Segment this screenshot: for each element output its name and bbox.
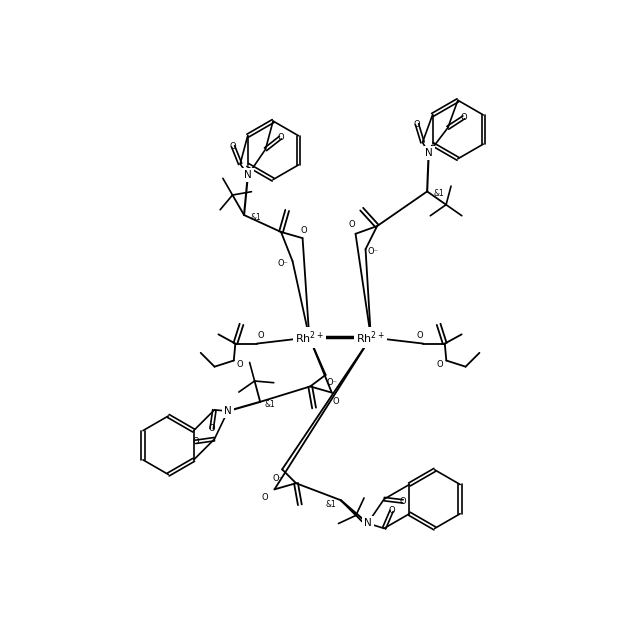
Text: O: O xyxy=(332,397,339,406)
Text: O: O xyxy=(209,424,215,433)
Text: O: O xyxy=(193,437,199,446)
Text: N: N xyxy=(425,148,433,158)
Text: O: O xyxy=(262,493,269,502)
Text: N: N xyxy=(224,406,232,416)
Text: &1: &1 xyxy=(265,401,276,410)
Text: O: O xyxy=(348,220,355,229)
Text: &1: &1 xyxy=(325,500,336,509)
Text: O⁻: O⁻ xyxy=(368,247,379,256)
Text: O⁻: O⁻ xyxy=(273,474,284,483)
Text: O: O xyxy=(416,331,422,340)
Text: O: O xyxy=(437,360,444,369)
Text: Rh$^{2+}$: Rh$^{2+}$ xyxy=(356,329,385,346)
Text: &1: &1 xyxy=(251,213,261,222)
Text: O: O xyxy=(301,226,307,235)
Text: O: O xyxy=(277,133,284,142)
Text: N: N xyxy=(244,170,252,180)
Text: O: O xyxy=(258,331,264,340)
Text: O: O xyxy=(388,507,395,516)
Text: Rh$^{2+}$: Rh$^{2+}$ xyxy=(356,329,385,346)
Text: Rh$^{2+}$: Rh$^{2+}$ xyxy=(295,329,324,346)
Text: N: N xyxy=(364,518,372,529)
Text: O: O xyxy=(230,142,236,151)
Text: O: O xyxy=(460,113,467,122)
Text: O: O xyxy=(413,120,421,129)
Text: Rh$^{2+}$: Rh$^{2+}$ xyxy=(295,329,324,346)
Text: O: O xyxy=(400,497,406,506)
Text: O⁻: O⁻ xyxy=(327,378,337,387)
Text: O⁻: O⁻ xyxy=(278,259,289,268)
Text: O: O xyxy=(236,360,243,369)
Text: &1: &1 xyxy=(433,189,444,198)
